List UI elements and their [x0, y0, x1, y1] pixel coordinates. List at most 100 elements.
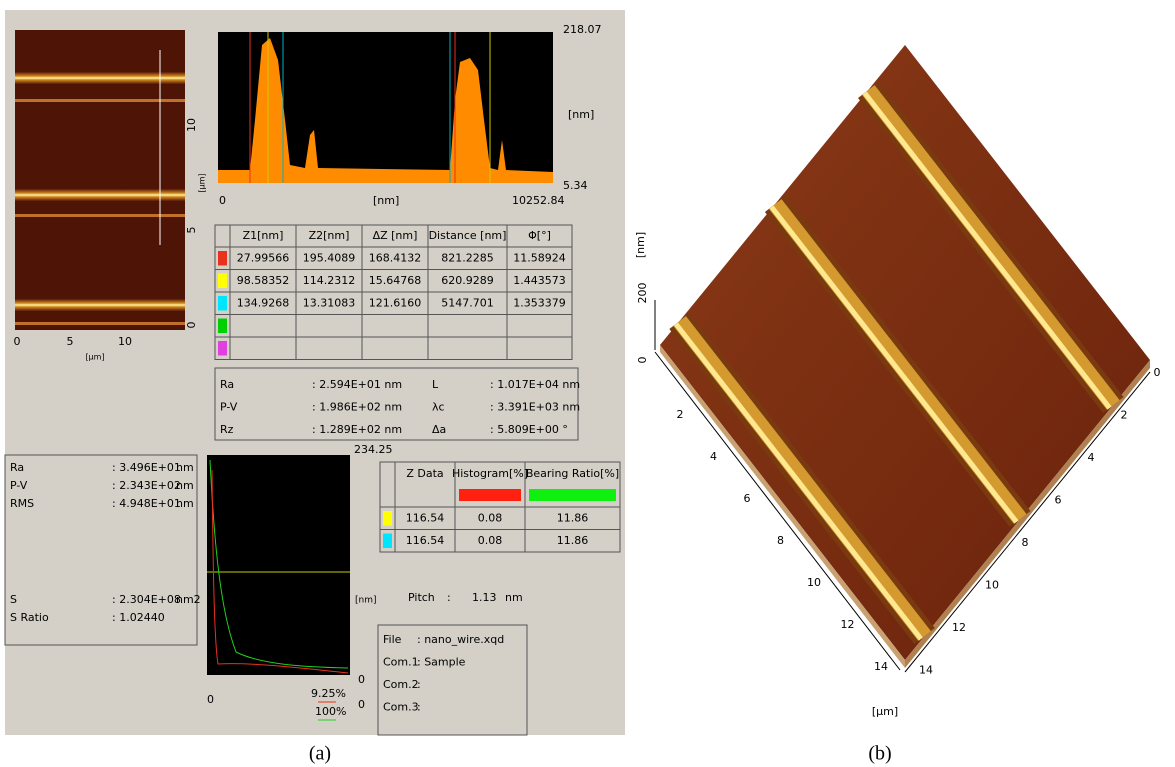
- table-cell: 0.08: [478, 511, 503, 524]
- table-header: Histogram[%]: [452, 467, 528, 480]
- z-tick: 0: [636, 357, 649, 364]
- image-x-tick: 5: [67, 335, 74, 348]
- table-header: ΔZ [nm]: [373, 229, 418, 242]
- hist-x-min-right: 0: [358, 698, 365, 711]
- roughness-label: Δa: [432, 423, 446, 436]
- table-cell: 620.9289: [441, 274, 494, 287]
- histogram-plot: [207, 455, 350, 675]
- image-y-tick: 10: [185, 118, 198, 132]
- row-swatch: [218, 341, 227, 356]
- row-swatch: [218, 251, 227, 266]
- table-cell: 11.58924: [513, 251, 566, 264]
- table-header: Distance [nm]: [429, 229, 507, 242]
- image-x-unit: [µm]: [85, 353, 104, 362]
- table-cell: 98.58352: [237, 274, 290, 287]
- image-y-tick: 0: [185, 322, 198, 329]
- z-tick: 200: [636, 283, 649, 304]
- table-cell: 114.2312: [303, 274, 356, 287]
- file-value: :: [417, 678, 421, 691]
- table-cell: 5147.701: [441, 296, 494, 309]
- hist-x-max-green: 100%: [315, 705, 346, 718]
- y-tick: 0: [1154, 366, 1161, 379]
- table-cell: 11.86: [557, 534, 589, 547]
- x-tick: 4: [710, 450, 717, 463]
- table-cell: 0.08: [478, 534, 503, 547]
- profile-x-max: 10252.84: [512, 194, 565, 207]
- row-swatch: [218, 319, 227, 334]
- profile-x-min: 0: [219, 194, 226, 207]
- row-swatch: [218, 274, 227, 289]
- image-y-unit: [µm]: [198, 173, 207, 192]
- table-cell: 195.4089: [303, 251, 356, 264]
- table-header: Z2[nm]: [309, 229, 350, 242]
- image-x-tick: 0: [14, 335, 21, 348]
- profile-y-min: 5.34: [563, 179, 588, 192]
- roughness-label: λc: [432, 401, 445, 414]
- profile-y-max: 218.07: [563, 23, 602, 36]
- stat-value: : 2.343E+02: [112, 479, 181, 492]
- roughness-label: Ra: [220, 378, 234, 391]
- roughness-value: : 1.986E+02 nm: [312, 401, 402, 414]
- roughness-value: : 1.289E+02 nm: [312, 423, 402, 436]
- afm-image: [15, 30, 185, 330]
- surface-3d: [655, 45, 1150, 672]
- table-header: Z Data: [406, 467, 443, 480]
- histogram-legend: [459, 489, 521, 501]
- y-tick: 2: [1121, 409, 1128, 422]
- roughness-value: : 3.391E+03 nm: [490, 401, 580, 414]
- page: 0 5 10 [µm] 0 5 10 [µm] 218.07 [nm] 5.34 0 [nm]…: [0, 0, 1175, 767]
- stat-value: : 2.304E+08: [112, 593, 181, 606]
- stat-value: : 3.496E+01: [112, 461, 181, 474]
- pitch-label: Pitch: [408, 591, 435, 604]
- stat-label: RMS: [10, 497, 34, 510]
- stat-unit: nm: [176, 479, 194, 492]
- x-tick: 2: [677, 408, 684, 421]
- file-label: Com.3: [383, 701, 419, 714]
- pitch-sep: :: [447, 591, 451, 604]
- y-tick: 14: [919, 664, 933, 677]
- stat-label: S Ratio: [10, 611, 49, 624]
- roughness-label: P-V: [220, 401, 238, 414]
- roughness-label: Rz: [220, 423, 234, 436]
- table-cell: 1.353379: [513, 296, 566, 309]
- pitch-value: 1.13: [472, 591, 497, 604]
- image-y-tick: 5: [185, 227, 198, 234]
- roughness-value: : 2.594E+01 nm: [312, 378, 402, 391]
- y-tick: 8: [1022, 536, 1029, 549]
- x-tick: 6: [744, 492, 751, 505]
- stat-value: : 1.02440: [112, 611, 165, 624]
- roughness-value: : 5.809E+00 °: [490, 423, 568, 436]
- row-swatch: [383, 534, 392, 549]
- hist-x-min: 0: [207, 693, 214, 706]
- hist-y-unit: [nm]: [355, 596, 377, 606]
- hist-y-min: 0: [358, 673, 365, 686]
- file-value: : nano_wire.xqd: [417, 633, 504, 646]
- table-header: Φ[°]: [528, 229, 551, 242]
- caption-b: (b): [868, 743, 891, 765]
- file-value: : Sample: [417, 656, 466, 669]
- xy-unit: [µm]: [872, 705, 898, 718]
- table-cell: 121.6160: [369, 296, 422, 309]
- profile-x-unit: [nm]: [373, 194, 399, 207]
- x-tick: 10: [807, 576, 821, 589]
- table-cell: 168.4132: [369, 251, 422, 264]
- stat-label: Ra: [10, 461, 24, 474]
- table-cell: 116.54: [406, 511, 445, 524]
- image-x-tick: 10: [118, 335, 132, 348]
- table-cell: 1.443573: [513, 274, 566, 287]
- z-unit: [nm]: [634, 232, 647, 258]
- table-header: Z1[nm]: [243, 229, 284, 242]
- row-swatch: [383, 511, 392, 526]
- hist-x-max-red: 9.25%: [311, 687, 346, 700]
- roughness-value: : 1.017E+04 nm: [490, 378, 580, 391]
- profile-y-unit: [nm]: [568, 108, 594, 121]
- stat-unit: nm: [176, 497, 194, 510]
- y-tick: 12: [952, 621, 966, 634]
- scale-value: 234.25: [354, 443, 393, 456]
- stat-value: : 4.948E+01: [112, 497, 181, 510]
- file-label: Com.1: [383, 656, 419, 669]
- file-value: :: [417, 701, 421, 714]
- pitch-unit: nm: [505, 591, 523, 604]
- roughness-label: L: [432, 378, 439, 391]
- file-label: File: [383, 633, 402, 646]
